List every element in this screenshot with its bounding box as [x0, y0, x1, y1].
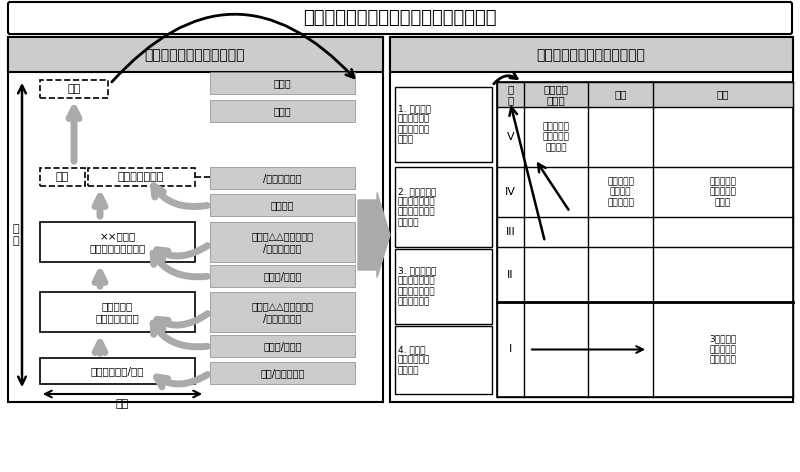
Text: 中途（△△業界出身）
/他部門より？: 中途（△△業界出身） /他部門より？: [251, 231, 314, 253]
Bar: [210, 335, 355, 357]
Bar: [8, 37, 383, 72]
Bar: [395, 326, 492, 394]
Text: 図表３：キャリアマップとキャリア等級: 図表３：キャリアマップとキャリア等級: [303, 9, 497, 27]
Text: /他部門より？: /他部門より？: [263, 173, 302, 183]
Bar: [390, 37, 793, 402]
Text: 新卒/アルバイト: 新卒/アルバイト: [260, 368, 305, 378]
Bar: [210, 167, 355, 189]
Text: 人数: 人数: [115, 399, 129, 409]
Text: II: II: [507, 270, 514, 279]
Bar: [40, 292, 195, 332]
Text: スペシャリ
ストへの道
　あり: スペシャリ ストへの道 あり: [710, 177, 737, 207]
Text: 3. 呼称は、職
位との関係を整
理し、対外的に
わかりやすく: 3. 呼称は、職 位との関係を整 理し、対外的に わかりやすく: [398, 266, 436, 307]
Text: 中途（△△業界出身）
/他部門より？: 中途（△△業界出身） /他部門より？: [251, 301, 314, 323]
Bar: [395, 249, 492, 324]
Text: 他部門/社外へ: 他部門/社外へ: [263, 271, 302, 281]
Bar: [524, 82, 588, 107]
Bar: [390, 37, 793, 72]
Text: 4. 昇降格
の基本ルール
を入れる: 4. 昇降格 の基本ルール を入れる: [398, 345, 430, 375]
Text: 備考: 備考: [717, 90, 730, 100]
Text: III: III: [506, 227, 515, 237]
Bar: [210, 362, 355, 384]
Text: アシスタント/新人: アシスタント/新人: [90, 366, 144, 376]
Text: 他部門/社外へ: 他部門/社外へ: [263, 341, 302, 351]
FancyArrow shape: [358, 193, 390, 278]
Bar: [8, 37, 383, 402]
Text: 期
間: 期 間: [13, 224, 19, 246]
Text: 3年以内に
アップ・オ
ア・ステイ: 3年以内に アップ・オ ア・ステイ: [710, 335, 737, 364]
Text: 〇〇分野を
維持・拡大
している: 〇〇分野を 維持・拡大 している: [542, 122, 570, 152]
Bar: [390, 37, 793, 72]
Text: 1. 等級数は
キャリアステ
ップにリンク
させる: 1. 等級数は キャリアステ ップにリンク させる: [398, 104, 431, 144]
Bar: [210, 194, 355, 216]
Bar: [395, 167, 492, 247]
Text: ××担当の
仕事をするベテラン: ××担当の 仕事をするベテラン: [90, 231, 146, 253]
FancyBboxPatch shape: [8, 2, 792, 34]
Text: 呼称: 呼称: [614, 90, 626, 100]
Text: 課長（マネ
ジャー）
トレーメー: 課長（マネ ジャー） トレーメー: [607, 177, 634, 207]
Text: 等
級: 等 級: [507, 84, 514, 105]
Bar: [40, 222, 195, 262]
Text: 他部門へ: 他部門へ: [270, 200, 294, 210]
Bar: [210, 292, 355, 332]
Bar: [88, 168, 195, 186]
Bar: [210, 222, 355, 262]
Bar: [653, 82, 793, 107]
Bar: [40, 80, 108, 98]
Text: V: V: [506, 132, 514, 142]
Text: キャリア等級制度のイメージ: キャリア等級制度のイメージ: [537, 48, 646, 62]
Text: I: I: [509, 345, 512, 354]
Bar: [40, 168, 85, 186]
Text: 独立？: 独立？: [274, 78, 291, 88]
Bar: [395, 87, 492, 162]
Text: スペシャリスト: スペシャリスト: [118, 172, 164, 182]
Text: キャリアマップのイメージ: キャリアマップのイメージ: [145, 48, 246, 62]
Text: 課長: 課長: [55, 172, 69, 182]
Bar: [8, 37, 383, 72]
Text: 転職？: 転職？: [274, 106, 291, 116]
Text: IV: IV: [505, 187, 516, 197]
Bar: [210, 100, 355, 122]
Text: 等級定義
（案）: 等級定義 （案）: [543, 84, 569, 105]
Bar: [210, 72, 355, 94]
Bar: [588, 82, 653, 107]
Text: 〇〇担当の
仕事をする中堅: 〇〇担当の 仕事をする中堅: [96, 301, 139, 323]
Bar: [210, 265, 355, 287]
Bar: [40, 358, 195, 384]
Bar: [497, 82, 793, 397]
Text: 2. 等級は期待
される成果とそ
れにつながる行
動で定義: 2. 等級は期待 される成果とそ れにつながる行 動で定義: [398, 187, 436, 227]
Text: 部長: 部長: [67, 84, 81, 94]
Bar: [497, 82, 524, 107]
